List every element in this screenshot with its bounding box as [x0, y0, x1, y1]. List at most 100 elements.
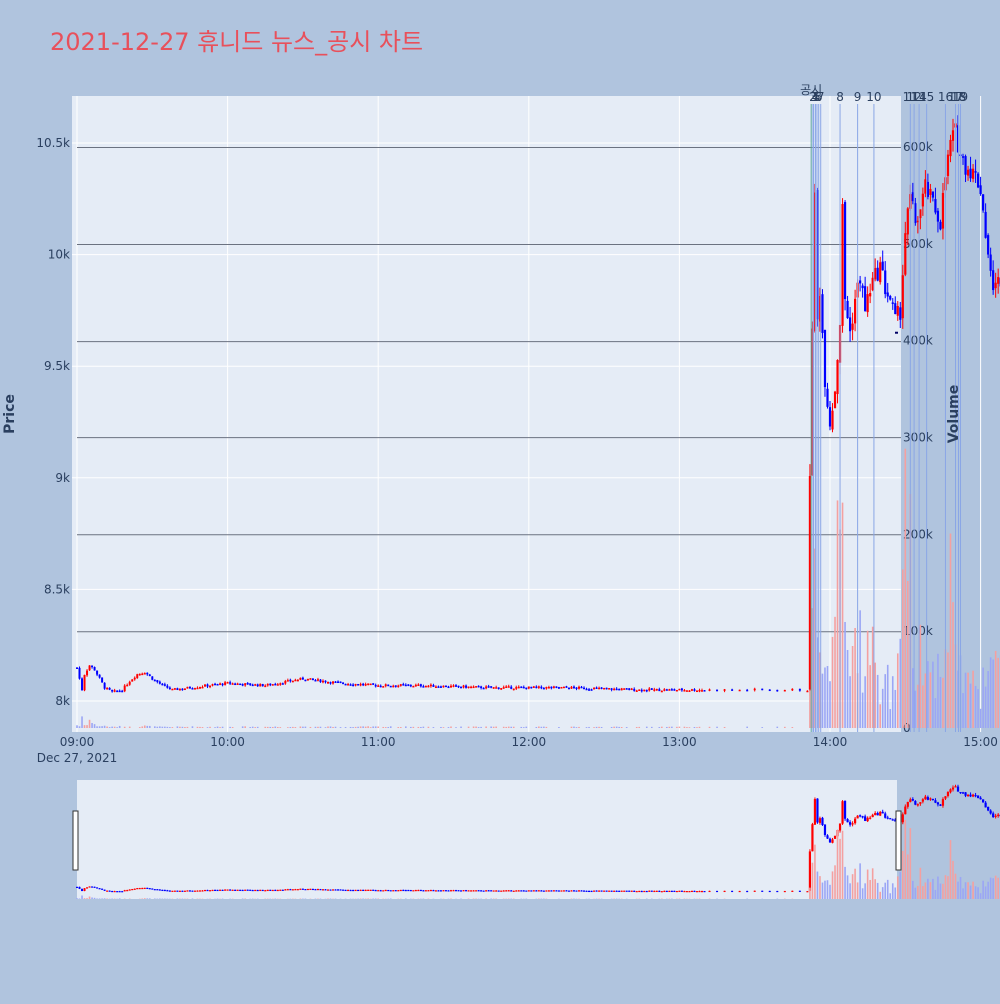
- nav-volume-bar: [812, 863, 814, 899]
- nav-candle-body: [304, 889, 306, 890]
- candle-body: [390, 686, 392, 688]
- volume-bar: [696, 727, 698, 728]
- nav-candle-body: [435, 890, 437, 891]
- candle-body: [686, 690, 688, 692]
- candle-body: [947, 155, 949, 176]
- nav-candle-body: [322, 889, 324, 890]
- candle-body: [171, 689, 173, 691]
- volume-bar: [636, 727, 638, 728]
- nav-candle-body: [980, 798, 982, 800]
- nav-candle-body: [683, 891, 685, 892]
- candle-body: [603, 688, 605, 690]
- nav-candle-body: [254, 890, 256, 891]
- volume-bar: [340, 727, 342, 728]
- nav-candle-body: [904, 807, 906, 815]
- nav-volume-bar: [872, 868, 874, 899]
- nav-candle-body: [633, 891, 635, 892]
- candle-body: [887, 292, 889, 296]
- volume-bar: [907, 581, 909, 728]
- volume-bar: [217, 727, 219, 728]
- nav-volume-bar: [905, 820, 907, 899]
- candle-body: [889, 296, 891, 300]
- nav-candle-body: [671, 891, 673, 892]
- nav-candle-body: [372, 890, 374, 891]
- nav-candle-body: [691, 891, 693, 892]
- nav-candle-body: [525, 891, 527, 892]
- volume-bar: [618, 727, 620, 728]
- nav-candle-body: [480, 890, 482, 891]
- nav-candle-body: [242, 890, 244, 891]
- candle-body: [980, 185, 982, 194]
- volume-bar: [362, 726, 364, 728]
- nav-volume-bar: [937, 877, 939, 899]
- nav-volume-bar: [144, 898, 146, 899]
- nav-candle-body: [204, 890, 206, 891]
- candle-body: [134, 678, 136, 680]
- nav-candle-body: [156, 889, 158, 890]
- candle-body: [478, 686, 480, 688]
- volume-bar: [345, 727, 347, 728]
- volume-bar: [111, 727, 113, 728]
- candle-body: [136, 674, 138, 678]
- volume-bar: [601, 727, 603, 728]
- nav-candle-body: [483, 891, 485, 892]
- volume-bar: [129, 727, 131, 728]
- nav-candle-body: [294, 889, 296, 890]
- nav-volume-bar: [832, 871, 834, 899]
- volume-bar: [267, 727, 269, 728]
- range-slider[interactable]: [77, 780, 897, 899]
- y2-axis-title: Volume: [946, 385, 962, 444]
- candle-body: [867, 294, 869, 312]
- volume-bar: [382, 727, 384, 728]
- volume-bar: [264, 727, 266, 728]
- volume-bar: [187, 727, 189, 728]
- main-plot-area[interactable]: [72, 96, 901, 732]
- candle-body: [450, 686, 452, 688]
- volume-bar: [669, 727, 671, 728]
- candle-body: [939, 222, 941, 230]
- nav-candle-body: [299, 889, 301, 890]
- nav-candle-body: [166, 890, 168, 891]
- candle-body: [568, 688, 570, 690]
- nav-candle-body: [997, 815, 999, 816]
- nav-candle-body: [287, 889, 289, 890]
- candle-body: [475, 686, 477, 688]
- nav-candle-body: [427, 890, 429, 891]
- volume-bar: [290, 727, 292, 728]
- nav-candle-body: [202, 890, 204, 891]
- nav-candle-body: [618, 891, 620, 892]
- volume-bar: [987, 671, 989, 728]
- candle-body: [621, 688, 623, 690]
- volume-bar: [536, 727, 538, 728]
- nav-candle-body: [116, 891, 118, 892]
- candle-body: [841, 204, 843, 326]
- nav-volume-bar: [81, 895, 83, 899]
- candle-body: [658, 689, 660, 691]
- range-slider-left-handle[interactable]: [73, 811, 78, 870]
- nav-volume-bar: [101, 898, 103, 899]
- nav-candle-body: [365, 890, 367, 891]
- nav-candle-body: [869, 818, 871, 819]
- nav-candle-body: [437, 890, 439, 891]
- candle-body: [274, 684, 276, 686]
- volume-bar: [495, 727, 497, 728]
- nav-volume-bar: [930, 882, 932, 899]
- nav-candle-body: [643, 891, 645, 892]
- nav-candle-body: [274, 890, 276, 891]
- nav-candle-body: [510, 890, 512, 891]
- volume-bar: [375, 726, 377, 728]
- nav-candle-body: [154, 889, 156, 890]
- volume-bar: [320, 727, 322, 728]
- nav-candle-body: [352, 890, 354, 891]
- volume-bar: [925, 673, 927, 728]
- nav-candle-body: [944, 796, 946, 798]
- volume-bar: [596, 727, 598, 728]
- range-slider-right-handle[interactable]: [896, 811, 901, 870]
- volume-bar: [433, 727, 435, 728]
- candle-body: [473, 687, 475, 689]
- nav-candle-body: [939, 804, 941, 805]
- candle-body: [114, 690, 116, 692]
- nav-candle-body: [94, 887, 96, 888]
- volume-bar: [676, 727, 678, 728]
- volume-bar: [626, 727, 628, 728]
